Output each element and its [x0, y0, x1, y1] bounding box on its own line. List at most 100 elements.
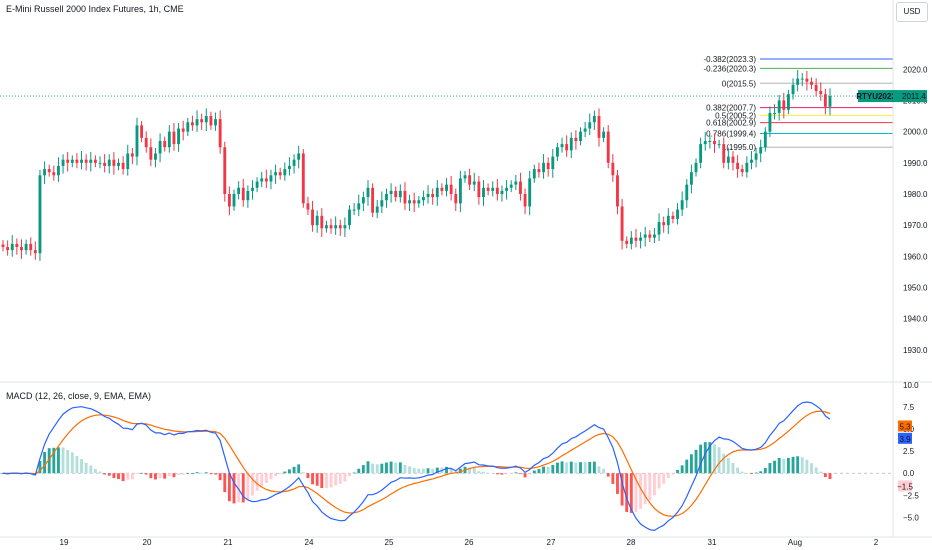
candle-body: [209, 116, 213, 126]
chart-title: E-Mini Russell 2000 Index Futures, 1h, C…: [6, 4, 184, 14]
macd-histogram-bar: [597, 466, 601, 474]
candle-body: [154, 153, 157, 160]
candle-body: [223, 147, 227, 194]
candle-body: [380, 200, 384, 207]
macd-histogram-bar: [643, 473, 647, 505]
candle-body: [140, 125, 144, 138]
candle-body: [181, 128, 185, 132]
candle-body: [611, 162, 615, 176]
candle-body: [361, 197, 365, 204]
macd-histogram-bar: [634, 473, 638, 513]
candle-body: [791, 84, 795, 95]
macd-histogram-bar: [620, 473, 624, 506]
price-tick-label: 2000.0: [903, 128, 928, 137]
price-tick-label: 1950.0: [903, 284, 928, 293]
candle-body: [398, 190, 402, 198]
candle-body: [241, 187, 245, 201]
candle-body: [519, 181, 522, 194]
macd-histogram-bar: [468, 467, 472, 474]
candle-body: [338, 225, 342, 229]
macd-histogram-bar: [588, 461, 592, 474]
candle-body: [602, 131, 606, 138]
candle-body: [251, 187, 254, 191]
macd-histogram-bar: [773, 460, 776, 474]
candle-body: [555, 147, 559, 157]
macd-histogram-bar: [800, 457, 804, 474]
macd-histogram-bar: [565, 462, 569, 474]
fib-level-label: 0.5(2005.2): [715, 111, 756, 120]
macd-histogram-bar: [408, 466, 412, 474]
candle-body: [33, 250, 37, 254]
macd-histogram-bar: [237, 473, 241, 503]
candle-body: [768, 112, 772, 132]
macd-histogram-bar: [227, 473, 231, 502]
candle-body: [597, 116, 601, 138]
candle-body: [417, 200, 421, 204]
candle-body: [657, 222, 661, 235]
macd-histogram-bar: [260, 473, 264, 487]
candle-body: [306, 203, 310, 210]
macd-layer: [0, 401, 893, 532]
candle-body: [569, 137, 573, 151]
last-price-text: 2011.4: [902, 92, 926, 101]
macd-histogram-bar: [546, 466, 550, 474]
macd-histogram-bar: [324, 473, 328, 488]
macd-histogram-bar: [311, 473, 314, 485]
candle-body: [666, 215, 670, 226]
macd-histogram-bar: [482, 471, 485, 474]
macd-histogram-bar: [759, 471, 763, 474]
fib-level-label: 0.786(1999.4): [706, 129, 756, 138]
macd-histogram-bar: [823, 473, 827, 478]
candle-body: [648, 234, 652, 238]
candle-body: [810, 81, 813, 85]
candle-body: [814, 84, 818, 92]
macd-histogram-bar: [70, 452, 74, 474]
macd-histogram-bar: [38, 460, 42, 474]
fib-level-label: 0(2015.5): [722, 79, 757, 88]
macd-histogram-bar: [389, 461, 393, 474]
macd-histogram-bar: [43, 452, 47, 474]
macd-tick-label: −2.5: [903, 491, 919, 500]
macd-histogram-bar: [204, 472, 208, 474]
macd-tick-label: −5.0: [903, 513, 919, 522]
macd-legend: MACD (12, 26, close, 9, EMA, EMA): [6, 391, 152, 401]
candle-body: [731, 156, 735, 163]
candle-body: [385, 194, 388, 201]
candle-body: [324, 225, 328, 229]
macd-histogram-bar: [708, 442, 712, 474]
candle-body: [495, 187, 499, 194]
macd-histogram-bar: [611, 473, 615, 484]
candle-body: [477, 181, 481, 198]
candle-body: [629, 237, 633, 244]
macd-histogram-bar: [736, 467, 740, 474]
currency-button[interactable]: USD: [896, 2, 928, 22]
macd-histogram-bar: [297, 464, 301, 474]
candle-body: [796, 78, 800, 85]
time-tick-label: 28: [627, 538, 636, 547]
macd-histogram-bar: [61, 447, 65, 474]
candle-body: [823, 94, 827, 107]
macd-histogram-bar: [288, 469, 291, 474]
price-tick-label: 1960.0: [903, 252, 928, 261]
candle-body: [560, 144, 564, 148]
badge-text: 3.9: [899, 435, 911, 444]
macd-histogram-bar: [740, 471, 744, 474]
macd-histogram-bar: [320, 473, 324, 489]
candle-body: [583, 128, 587, 132]
macd-histogram-bar: [269, 473, 273, 480]
candle-body: [320, 215, 324, 229]
candle-body: [625, 240, 629, 244]
candle-body: [537, 169, 541, 173]
candle-body: [482, 187, 485, 198]
candle-body: [329, 225, 333, 229]
candle-body: [130, 153, 134, 157]
candle-body: [435, 187, 439, 198]
candle-body: [195, 119, 199, 126]
price-tick-label: 1930.0: [903, 346, 928, 355]
signal-value-badge: 5.3: [898, 420, 912, 432]
candle-body: [759, 147, 763, 154]
candle-body: [163, 140, 167, 148]
candle-body: [214, 119, 217, 126]
macd-histogram-bar: [140, 472, 144, 474]
